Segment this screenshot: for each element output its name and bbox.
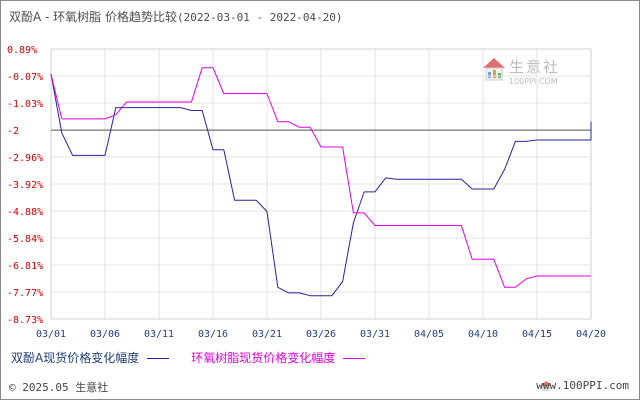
x-tick-label: 03/06 [90,329,120,340]
y-tick-label: -5.84% [7,234,43,245]
x-axis: 03/01 03/06 03/11 03/16 03/21 03/26 03/31 04/05… [36,329,606,340]
y-tick-label: -6.81% [7,261,43,272]
y-tick-label: -2.96% [7,153,43,164]
chart-title-text: 双酚A - 环氧树脂 价格趋势比较 [9,10,177,24]
grid-lines [51,49,591,319]
y-tick-label: -7.77% [7,288,43,299]
series-line-bpa [50,73,592,297]
y-tick-label: -4.88% [7,207,43,218]
series-line-epoxy [50,67,591,288]
y-tick-label: -8.73% [7,315,43,326]
x-tick-label: 04/20 [576,329,606,340]
legend-swatch-epoxy [343,358,366,359]
watermark-name: 生意社 [509,58,561,76]
y-tick-label: -2 [7,126,19,137]
watermark-logo: 生意社 100PPI.COM [481,56,581,96]
x-tick-label: 03/26 [306,329,336,340]
y-tick-label: 0.89% [7,45,37,56]
chart-date-range: (2022-03-01 - 2022-04-20) [176,11,343,24]
y-tick-label: -1.03% [7,99,43,110]
footer-house-icon [540,381,552,391]
x-tick-label: 03/21 [252,329,282,340]
x-tick-label: 03/11 [144,329,174,340]
x-tick-label: 04/15 [522,329,552,340]
series-group [50,67,592,297]
line-chart: 0.89% -0.07% -1.03% -2 -2.96% -3.92% -4.88% -5.… [7,45,606,340]
x-tick-label: 03/01 [36,329,66,340]
legend-label-epoxy: 环氧树脂现货价格变化幅度 [191,351,336,365]
footer-site-link[interactable]: www.100PPI.com [536,379,629,392]
chart-title: 双酚A - 环氧树脂 价格趋势比较(2022-03-01 - 2022-04-2… [9,8,343,25]
legend: 双酚A现货价格变化幅度 环氧树脂现货价格变化幅度 [11,349,387,366]
y-axis: 0.89% -0.07% -1.03% -2 -2.96% -3.92% -4.88% -5.… [7,45,43,326]
footer-copyright: © 2025.05 生意社 [9,381,109,394]
house-logo-icon [483,58,505,81]
y-tick-label: -3.92% [7,180,43,191]
watermark-url: 100PPI.COM [509,77,558,86]
legend-label-bpa: 双酚A现货价格变化幅度 [11,351,140,365]
x-tick-label: 03/31 [360,329,390,340]
x-tick-label: 03/16 [198,329,228,340]
legend-swatch-bpa [147,358,170,359]
y-tick-label: -0.07% [7,72,43,83]
x-tick-label: 04/10 [468,329,498,340]
x-tick-label: 04/05 [414,329,444,340]
